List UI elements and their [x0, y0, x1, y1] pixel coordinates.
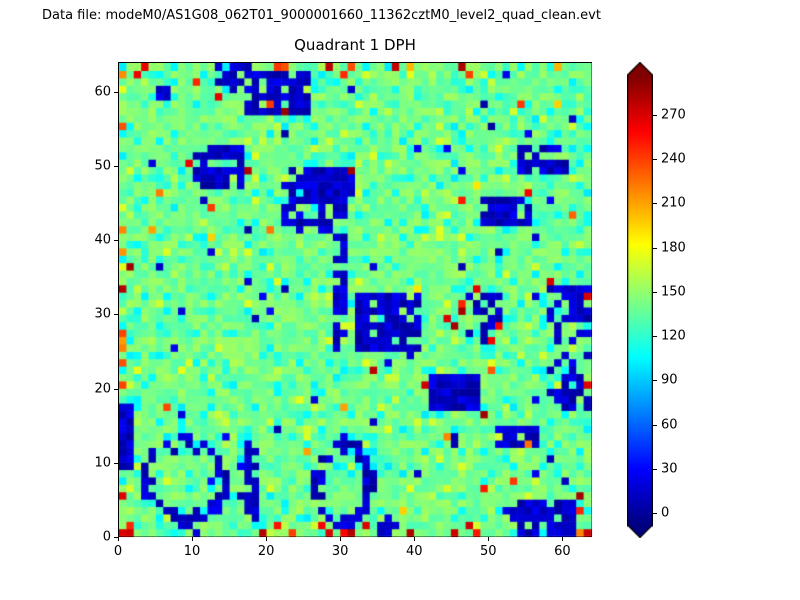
y-tick-mark — [114, 462, 118, 464]
colorbar-tick-mark — [653, 424, 657, 426]
colorbar-tick-mark — [653, 291, 657, 293]
colorbar-tick-label: 0 — [661, 505, 670, 521]
x-tick-label: 60 — [554, 544, 571, 559]
x-tick-label: 10 — [183, 544, 201, 559]
datafile-label: Data file: modeM0/AS1G08_062T01_90000016… — [42, 8, 601, 23]
x-tick-mark — [488, 537, 490, 541]
x-tick-label: 20 — [257, 544, 275, 559]
y-tick-mark — [114, 165, 118, 167]
x-tick-mark — [266, 537, 268, 541]
y-tick-mark — [114, 91, 118, 93]
colorbar-tick-label: 240 — [661, 151, 686, 167]
y-tick-label: 30 — [94, 306, 111, 322]
x-tick-mark — [118, 537, 119, 541]
colorbar-tick-mark — [653, 380, 657, 382]
y-tick-label: 50 — [94, 158, 111, 174]
colorbar — [627, 62, 653, 538]
x-tick-label: 50 — [480, 544, 497, 559]
heatmap-canvas — [119, 63, 593, 538]
y-tick-label: 40 — [94, 232, 111, 248]
colorbar-tick-mark — [653, 247, 657, 249]
colorbar-tick-label: 150 — [661, 284, 686, 300]
heatmap-plot — [118, 62, 593, 538]
x-tick-mark — [414, 537, 416, 541]
x-tick-mark — [192, 537, 194, 541]
y-tick-label: 10 — [94, 455, 111, 471]
colorbar-tick-label: 60 — [661, 417, 678, 433]
colorbar-tick-label: 270 — [661, 107, 686, 123]
colorbar-tick-mark — [653, 513, 657, 515]
colorbar-tick-label: 180 — [661, 240, 686, 256]
y-tick-mark — [114, 314, 118, 316]
y-tick-label: 0 — [102, 529, 111, 545]
x-tick-mark — [562, 537, 564, 541]
colorbar-tick-label: 30 — [661, 461, 678, 477]
colorbar-tick-mark — [653, 114, 657, 116]
y-tick-mark — [114, 388, 118, 390]
x-tick-label: 30 — [331, 544, 349, 559]
colorbar-tick-mark — [653, 336, 657, 338]
x-tick-label: 40 — [405, 544, 423, 559]
x-tick-mark — [340, 537, 342, 541]
colorbar-tick-mark — [653, 203, 657, 205]
y-tick-mark — [114, 537, 118, 538]
chart-title: Quadrant 1 DPH — [294, 36, 416, 54]
y-tick-label: 60 — [94, 84, 111, 100]
y-tick-mark — [114, 240, 118, 242]
colorbar-tick-label: 210 — [661, 195, 686, 211]
colorbar-tick-mark — [653, 159, 657, 161]
colorbar-tick-label: 120 — [661, 328, 686, 344]
colorbar-tick-mark — [653, 468, 657, 470]
colorbar-tick-label: 90 — [661, 372, 678, 388]
y-tick-label: 20 — [94, 381, 111, 397]
x-tick-label: 0 — [113, 544, 123, 559]
